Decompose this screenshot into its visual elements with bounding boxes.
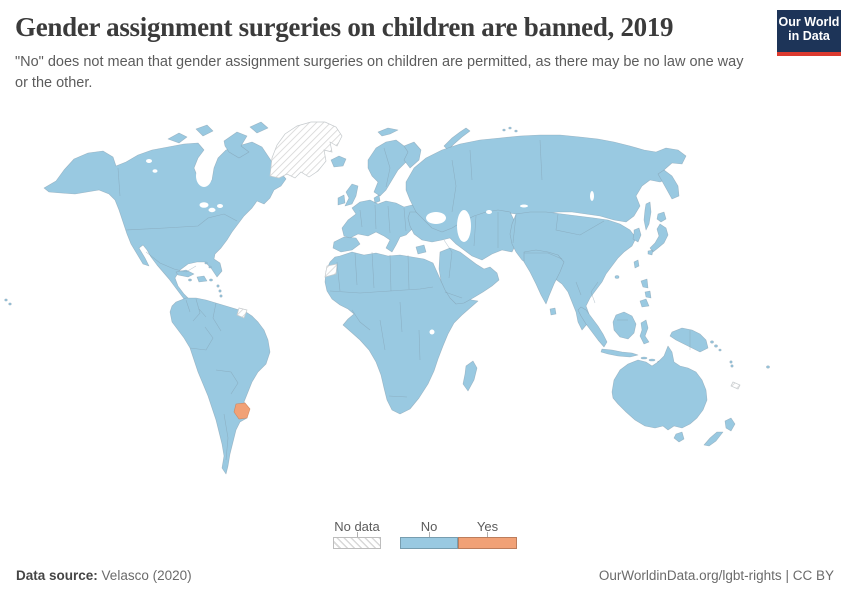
data-source: Data source: Velasco (2020) (16, 568, 192, 583)
region-uruguay[interactable] (233, 402, 251, 420)
owid-logo-line2: in Data (788, 29, 830, 43)
world-map[interactable] (0, 106, 850, 510)
legend-swatch-no-data[interactable] (333, 537, 381, 549)
legend-label-no-data: No data (334, 519, 380, 534)
license-label: CC BY (792, 568, 834, 583)
owid-logo-line1: Our World (778, 15, 840, 29)
regions-no-countries[interactable] (4, 121, 770, 475)
owid-logo[interactable]: Our World in Data (777, 10, 841, 56)
region-french-guiana[interactable] (236, 307, 248, 319)
region-greenland[interactable] (269, 121, 343, 179)
legend-swatch-no[interactable] (400, 537, 458, 549)
page-title: Gender assignment surgeries on children … (15, 12, 674, 42)
legend-tick-yes (487, 532, 488, 537)
country-borders (117, 139, 691, 461)
region-western-sahara[interactable] (324, 263, 338, 278)
data-source-label: Data source: (16, 568, 98, 583)
legend-tick-no (429, 532, 430, 537)
owid-url-link[interactable]: OurWorldinData.org/lgbt-rights (598, 568, 782, 583)
legend-tick-no-data (357, 532, 358, 537)
region-new-caledonia[interactable] (730, 381, 741, 390)
footer-attribution: OurWorldinData.org/lgbt-rights | CC BY (599, 568, 834, 583)
lakes (146, 159, 594, 335)
legend-swatch-yes[interactable] (458, 537, 517, 549)
legend-label-yes: Yes (476, 519, 499, 534)
legend-label-no: No (420, 519, 438, 534)
page-subtitle: "No" does not mean that gender assignmen… (15, 54, 744, 92)
data-source-value: Velasco (2020) (101, 568, 192, 583)
footer-separator: | (785, 568, 789, 583)
